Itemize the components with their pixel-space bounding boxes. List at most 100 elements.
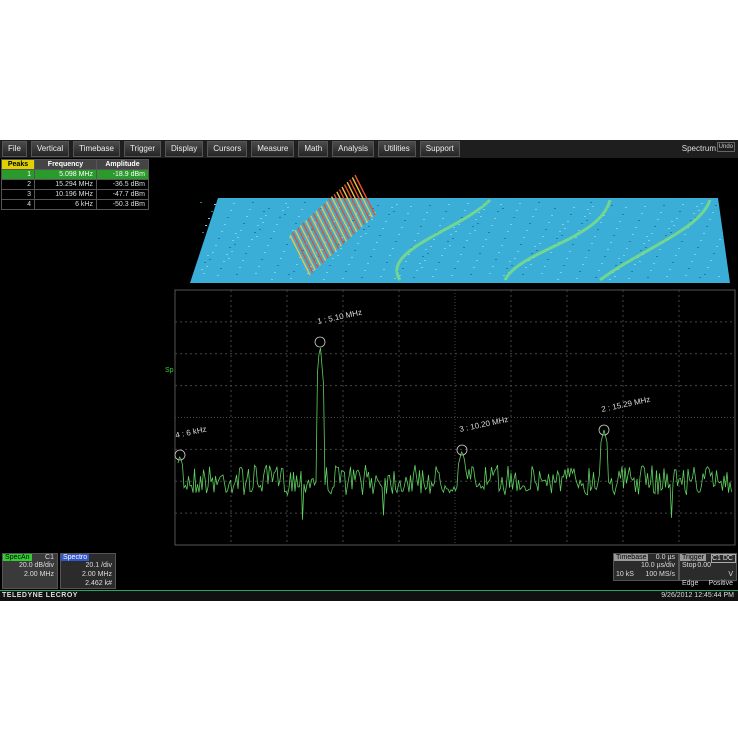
spectrogram-texture [506,268,508,269]
spectrogram-texture [672,262,674,263]
spectrogram-texture [338,244,340,245]
spectrogram-texture [693,213,695,214]
spectrogram-texture [476,260,478,261]
timebase-box[interactable]: Timebase 0.0 µs 10.0 µs/div 10 kS 100 MS/… [613,553,679,581]
spectrogram-texture [422,256,424,257]
spectrogram-texture [480,216,482,217]
specan-box[interactable]: SpecAn C1 20.0 dB/div 2.00 MHz [2,553,58,589]
spectrogram-texture [321,249,323,250]
menu-button[interactable]: Display [165,141,204,157]
spectrogram-texture [517,251,519,252]
spectrogram-texture [607,249,609,250]
spectrogram-texture [694,254,696,255]
spectrogram-texture [592,206,594,207]
spectrogram-texture [285,203,287,204]
spectrogram-texture [407,213,409,214]
spectrogram-texture [485,239,487,240]
spectrogram-texture [639,261,641,262]
spectrogram-texture [239,267,241,268]
spectro-line: 2.462 k# [85,580,112,587]
trigger-box[interactable]: Trigger C1 DC Stop 0.00 V Edge Positive [679,553,737,587]
spectrogram-texture [282,210,284,211]
spectrogram-texture [616,228,618,229]
spectrogram-texture [483,209,485,210]
spectrogram-texture [600,222,602,223]
spectrogram-texture [230,210,232,211]
spectrogram-texture [463,247,465,248]
spectro-box[interactable]: Spectro 20.1 /div 2.00 MHz 2.462 k# [60,553,116,589]
spectrogram-texture [439,225,441,226]
spectrogram-texture [223,261,225,262]
spectrogram-texture [377,205,379,206]
spectrogram-texture [246,216,248,217]
spectrogram-texture [310,266,312,267]
spectrogram-texture [226,254,228,255]
menu-button[interactable]: Timebase [73,141,120,157]
spectrogram-texture [556,238,558,239]
spectrogram-peak [351,177,374,218]
spectrogram-texture [576,278,578,279]
spectrum-trace [177,347,732,520]
menu-button[interactable]: Cursors [207,141,248,157]
spectrogram-texture [232,240,234,241]
spectrogram-texture [361,277,363,278]
spectrogram-texture [684,234,686,235]
spectrogram-texture [339,207,341,208]
spectrogram-texture [233,203,235,204]
spectrogram-texture [357,243,359,244]
spectrogram-texture [562,224,564,225]
spectrogram-texture [251,239,253,240]
spectrogram-texture [529,223,531,224]
spectrogram-texture [525,267,527,268]
spectrogram-texture [370,256,372,257]
spectrogram-texture [498,252,500,253]
spectrogram-texture [298,216,300,217]
spectrogram-texture [340,248,342,249]
spectrogram-texture [510,224,512,225]
spectrogram-texture [623,255,625,256]
spectrogram-texture [360,236,362,237]
spectrogram-texture [669,269,671,270]
spectrogram-texture [454,268,456,269]
spectrogram-texture [638,220,640,221]
spectrogram-texture [399,275,401,276]
spectrogram-texture [425,249,427,250]
spectrogram-texture [421,267,423,268]
spectrogram-texture [489,273,491,274]
spectrogram-texture [572,244,574,245]
spectrogram-texture [685,275,687,276]
spectrogram-texture [337,255,339,256]
spectrogram-texture [236,274,238,275]
trace-label: Sp [165,367,174,374]
spectrogram-texture [368,226,370,227]
menu-button[interactable]: Utilities [377,141,416,157]
spectrogram-texture [245,253,247,254]
spectrogram-texture [516,210,518,211]
undo-button[interactable]: Undo [716,142,735,152]
menu-button[interactable]: Analysis [332,141,374,157]
spectrogram-texture [312,270,314,271]
spectrogram-texture [467,203,469,204]
menu-button[interactable]: Trigger [123,141,161,157]
spectrogram-texture [277,265,279,266]
spectrogram-texture [450,234,452,235]
spectrogram-texture [494,218,496,219]
spectrogram-peak [297,227,319,269]
peak-marker [456,444,468,456]
spectrogram-texture [254,232,256,233]
menu-button[interactable]: File [2,141,27,157]
timebase-delay: 0.0 µs [655,554,675,561]
spectrogram-texture [535,209,537,210]
menu-button[interactable]: Measure [251,141,295,157]
spectrogram-texture [673,225,675,226]
spectrogram-texture [645,247,647,248]
spectrogram-texture [276,224,278,225]
spectrogram-texture [392,248,394,249]
spectrogram-texture [470,274,472,275]
spectrogram-texture [388,214,390,215]
menu-button[interactable]: Support [419,141,460,157]
menu-button[interactable]: Math [298,141,329,157]
spectrogram-texture [626,248,628,249]
menu-button[interactable]: Vertical [30,141,70,157]
spectrogram-texture [240,230,242,231]
